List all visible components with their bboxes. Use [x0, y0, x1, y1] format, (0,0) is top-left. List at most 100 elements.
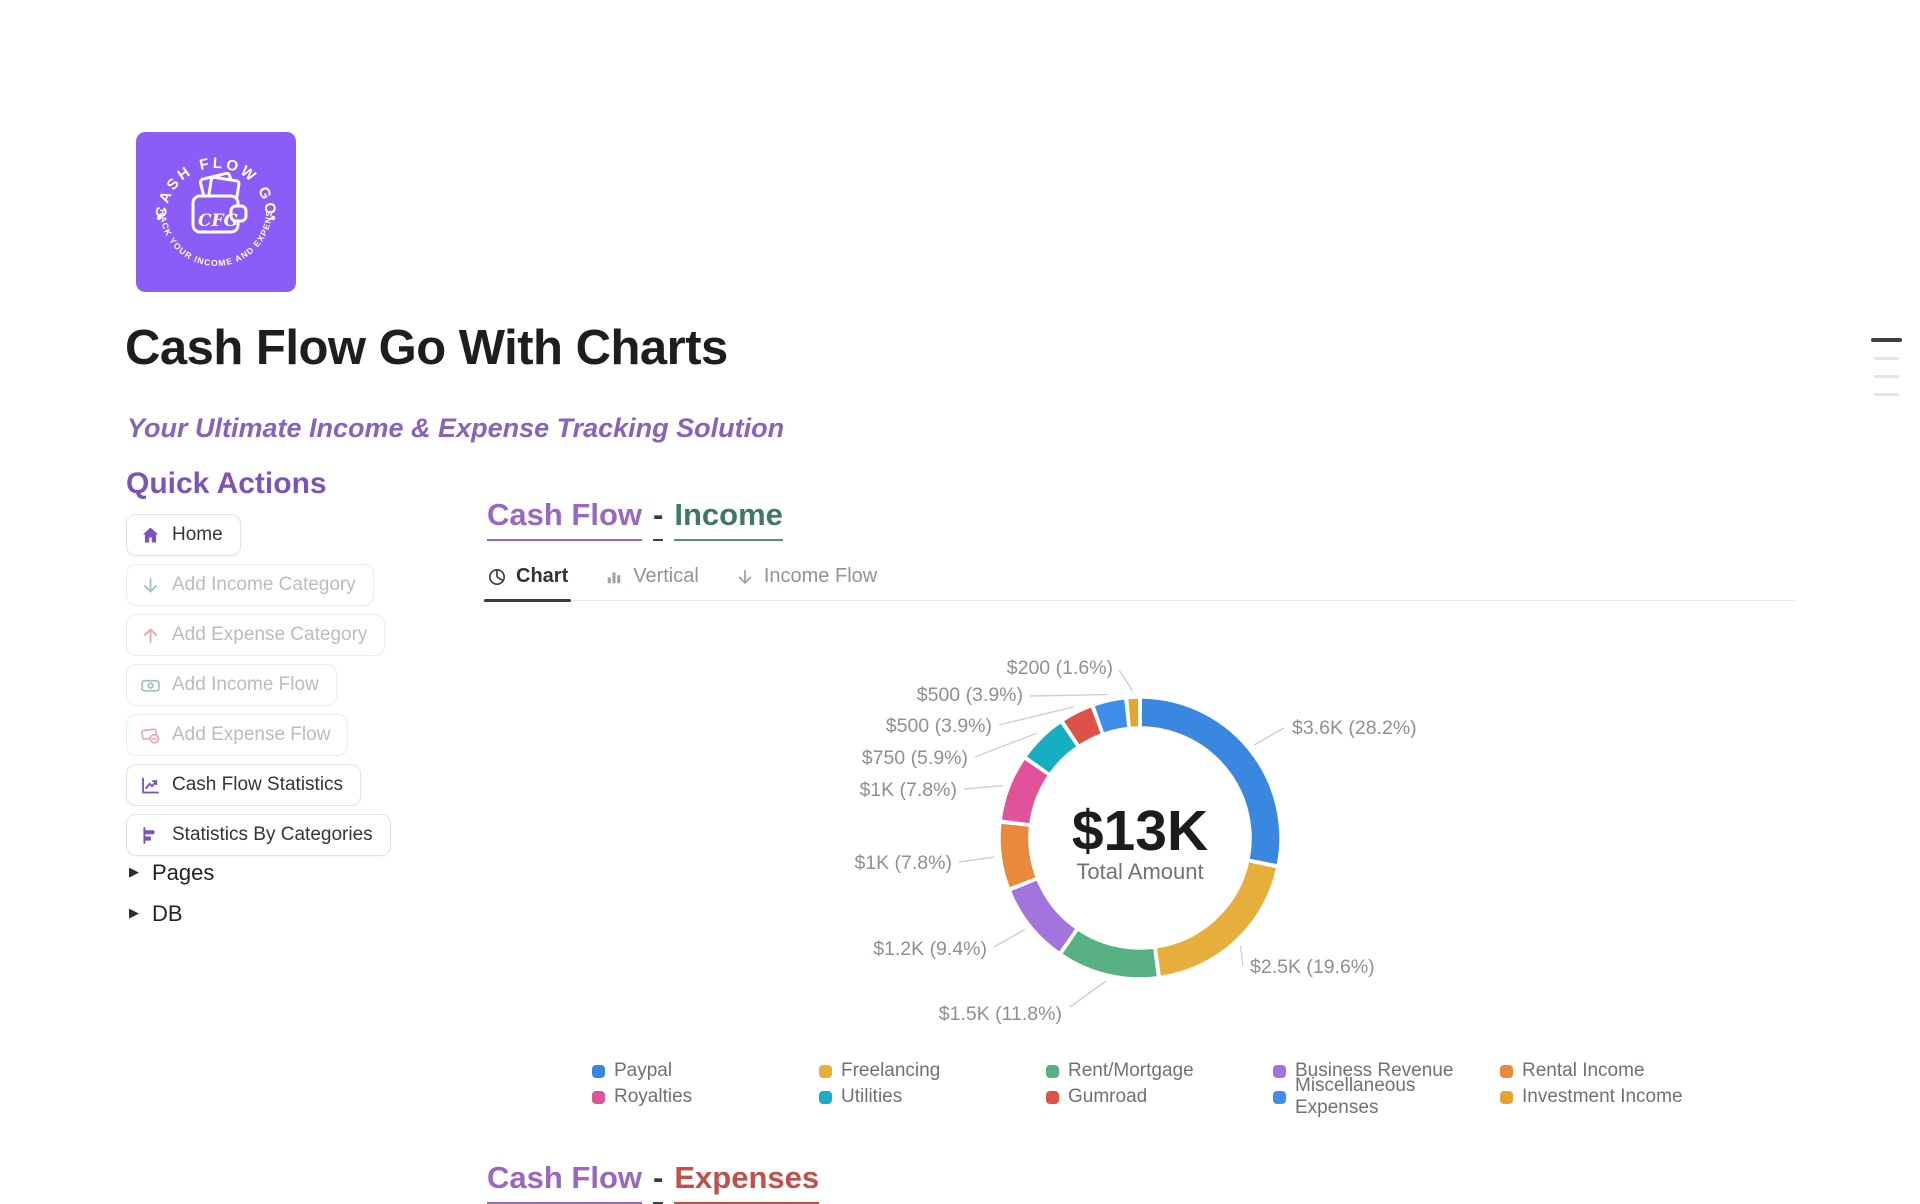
legend-swatch: [1273, 1064, 1286, 1078]
donut-slice-utilities[interactable]: Utilities: $750 (5.9%): [1024, 721, 1079, 775]
legend-item-rent-mortgage: Rent/Mortgage: [1046, 1058, 1273, 1084]
legend-label: Paypal: [614, 1060, 673, 1081]
disclosure-triangle-icon[interactable]: ▶: [129, 864, 139, 879]
donut-slice-business-revenue[interactable]: Business Revenue: $1.2K (9.4%): [1009, 878, 1078, 954]
button-label: Add Income Category: [172, 574, 356, 595]
button-label: Home: [172, 524, 223, 545]
label-leader-line: [1239, 945, 1244, 967]
heading-cash-flow[interactable]: Cash Flow: [487, 1160, 643, 1204]
slice-label-gumroad: $500 (3.9%): [886, 715, 992, 737]
donut-slice-miscellaneous-expenses[interactable]: Miscellaneous Expenses: $500 (3.9%): [1092, 697, 1129, 735]
pie-chart-icon: [487, 567, 507, 587]
tab-chart[interactable]: Chart: [483, 553, 572, 602]
tree-item-pages[interactable]: ▶ Pages: [129, 856, 214, 890]
app-logo[interactable]: CASH FLOW GO TRACK YOUR INCOME AND EXPEN…: [136, 132, 296, 292]
heading-cash-flow[interactable]: Cash Flow: [487, 497, 643, 541]
label-leader-line: [998, 706, 1074, 726]
donut-slice-rent-mortgage[interactable]: Rent/Mortgage: $1.5K (11.8%): [1060, 928, 1159, 979]
label-leader-line: [963, 785, 1003, 790]
legend-swatch: [1046, 1064, 1059, 1078]
slice-label-investment-income: $200 (1.6%): [1007, 657, 1113, 679]
slice-label-rental-income: $1K (7.8%): [854, 852, 952, 874]
toc-line[interactable]: [1874, 357, 1899, 360]
slice-label-freelancing: $2.5K (19.6%): [1250, 956, 1375, 978]
cash-flow-statistics-button[interactable]: Cash Flow Statistics: [126, 764, 362, 806]
label-leader-line: [1118, 669, 1134, 692]
button-label: Add Expense Flow: [172, 724, 331, 745]
toc-line-active[interactable]: [1871, 338, 1902, 342]
donut-slice-rental-income[interactable]: Rental Income: $1K (7.8%): [999, 822, 1038, 890]
income-section-heading: Cash Flow - Income: [487, 497, 783, 541]
legend-label: Investment Income: [1522, 1086, 1683, 1107]
legend-label: Miscellaneous Expenses: [1295, 1075, 1416, 1118]
legend-label: Business Revenue: [1295, 1060, 1454, 1081]
legend-item-business-revenue: Business Revenue: [1273, 1058, 1500, 1084]
legend-label: Royalties: [614, 1086, 693, 1107]
arrow-down-icon: [735, 567, 755, 587]
legend-item-gumroad: Gumroad: [1046, 1084, 1273, 1110]
donut-slice-royalties[interactable]: Royalties: $1K (7.8%): [1000, 757, 1050, 825]
legend-item-freelancing: Freelancing: [819, 1058, 1046, 1084]
add-expense-flow-button: Add Expense Flow: [126, 714, 349, 756]
legend-label: Gumroad: [1068, 1086, 1148, 1107]
slice-label-paypal: $3.6K (28.2%): [1292, 717, 1417, 739]
expense-section-heading: Cash Flow - Expenses: [487, 1160, 820, 1204]
tab-label: Income Flow: [763, 565, 878, 587]
statistics-by-categories-button[interactable]: Statistics By Categories: [126, 814, 391, 856]
disclosure-triangle-icon[interactable]: ▶: [129, 905, 139, 920]
quick-actions-list: Home Add Income Category Add Expense Categ…: [126, 514, 391, 856]
svg-text:CFG: CFG: [198, 211, 238, 231]
slice-label-miscellaneous-expenses: $500 (3.9%): [917, 684, 1023, 706]
bar-chart-horizontal-icon: [140, 825, 161, 846]
legend-swatch: [1046, 1090, 1059, 1104]
add-income-category-button: Add Income Category: [126, 564, 374, 606]
add-expense-category-button: Add Expense Category: [126, 614, 386, 656]
label-leader-line: [1069, 980, 1107, 1008]
button-label: Add Income Flow: [172, 674, 319, 695]
line-chart-icon: [140, 775, 161, 796]
slice-label-rent-mortgage: $1.5K (11.8%): [939, 1003, 1062, 1025]
donut-slice-investment-income[interactable]: Investment Income: $200 (1.6%): [1126, 697, 1140, 729]
add-income-flow-button: Add Income Flow: [126, 664, 337, 706]
donut-slice-freelancing[interactable]: Freelancing: $2.5K (19.6%): [1155, 860, 1278, 978]
bar-chart-icon: [604, 567, 624, 587]
home-button[interactable]: Home: [126, 514, 241, 556]
legend-swatch: [819, 1064, 832, 1078]
heading-separator: -: [653, 497, 664, 541]
table-of-contents-indicator[interactable]: [1871, 338, 1902, 396]
toc-line[interactable]: [1874, 393, 1899, 396]
donut-slice-gumroad[interactable]: Gumroad: $500 (3.9%): [1062, 705, 1103, 747]
cash-flow-go-logo-icon: CASH FLOW GO TRACK YOUR INCOME AND EXPEN…: [136, 132, 296, 292]
label-leader-line: [993, 928, 1026, 948]
income-donut-chart: Paypal: $3.6K (28.2%)Freelancing: $2.5K …: [740, 630, 1740, 1050]
legend-item-royalties: Royalties: [592, 1084, 819, 1110]
quick-actions-heading: Quick Actions: [126, 467, 327, 500]
tab-income-flow[interactable]: Income Flow: [735, 553, 877, 600]
donut-center-value: $13K: [1072, 799, 1208, 863]
banknote-minus-icon: [140, 725, 161, 746]
tree-item-db[interactable]: ▶ DB: [129, 897, 214, 931]
toc-line[interactable]: [1874, 375, 1899, 378]
label-leader-line: [958, 856, 995, 863]
heading-income[interactable]: Income: [674, 497, 783, 541]
banknote-icon: [140, 675, 161, 696]
button-label: Statistics By Categories: [172, 824, 373, 845]
legend-swatch: [592, 1090, 605, 1104]
page-title: Cash Flow Go With Charts: [125, 321, 728, 375]
slice-label-business-revenue: $1.2K (9.4%): [873, 938, 987, 960]
tab-label: Chart: [516, 565, 569, 587]
page-subtitle: Your Ultimate Income & Expense Tracking …: [127, 413, 785, 443]
heading-expenses[interactable]: Expenses: [674, 1160, 820, 1204]
legend-label: Rental Income: [1522, 1060, 1645, 1081]
tab-vertical[interactable]: Vertical: [604, 553, 699, 600]
legend-label: Utilities: [841, 1086, 903, 1107]
donut-slice-paypal[interactable]: Paypal: $3.6K (28.2%): [1140, 697, 1281, 866]
slice-label-royalties: $1K (7.8%): [859, 779, 957, 801]
tab-label: Vertical: [633, 565, 699, 587]
button-label: Add Expense Category: [172, 624, 368, 645]
tree-item-label: DB: [152, 901, 183, 926]
legend-item-miscellaneous-expenses: Miscellaneous Expenses: [1273, 1075, 1500, 1118]
legend-item-paypal: Paypal: [592, 1058, 819, 1084]
tree-item-label: Pages: [152, 860, 215, 885]
label-leader-line: [1029, 693, 1108, 697]
